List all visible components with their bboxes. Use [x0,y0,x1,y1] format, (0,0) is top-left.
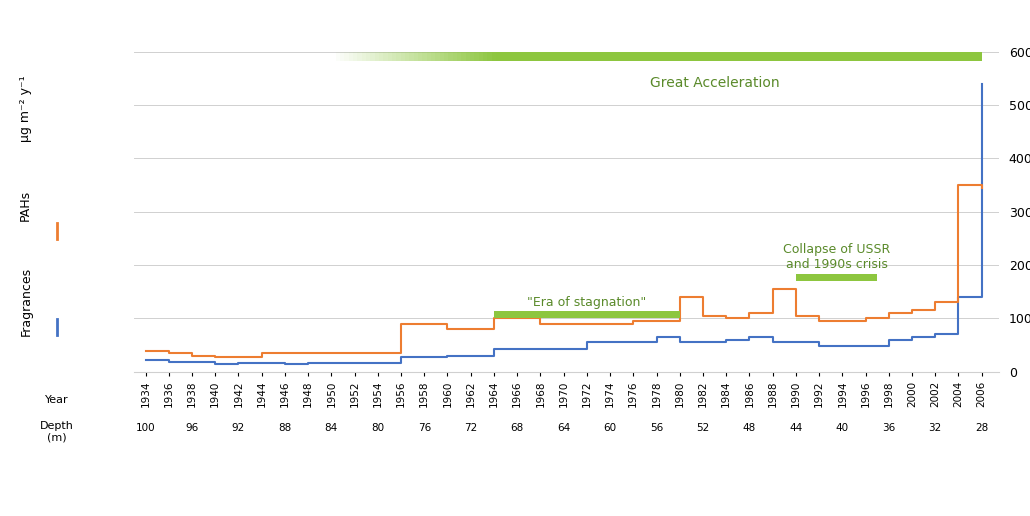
Text: 56: 56 [650,423,663,433]
Text: 44: 44 [789,423,802,433]
Text: 28: 28 [975,423,989,433]
Text: 100: 100 [136,423,156,433]
Text: "Era of stagnation": "Era of stagnation" [527,296,647,309]
Text: 80: 80 [371,423,384,433]
Text: Collapse of USSR
and 1990s crisis: Collapse of USSR and 1990s crisis [783,243,890,271]
Text: 68: 68 [511,423,524,433]
Text: 64: 64 [557,423,571,433]
Text: 76: 76 [417,423,431,433]
Text: 92: 92 [232,423,245,433]
Text: 36: 36 [882,423,895,433]
Text: PAHs: PAHs [20,189,32,221]
Text: 40: 40 [835,423,849,433]
Bar [796,274,878,281]
Text: 72: 72 [465,423,477,433]
Text: 84: 84 [324,423,338,433]
Text: μg m⁻² y⁻¹: μg m⁻² y⁻¹ [20,76,32,142]
Text: 60: 60 [604,423,617,433]
Text: Fragrances: Fragrances [20,267,32,336]
Text: 48: 48 [743,423,756,433]
Text: 32: 32 [929,423,941,433]
Bar [494,311,680,318]
Text: Great Acceleration: Great Acceleration [650,75,780,90]
Text: 96: 96 [185,423,199,433]
Text: 88: 88 [278,423,291,433]
Text: Year: Year [45,395,68,405]
Text: Depth
(m): Depth (m) [40,421,73,442]
Text: 52: 52 [696,423,710,433]
